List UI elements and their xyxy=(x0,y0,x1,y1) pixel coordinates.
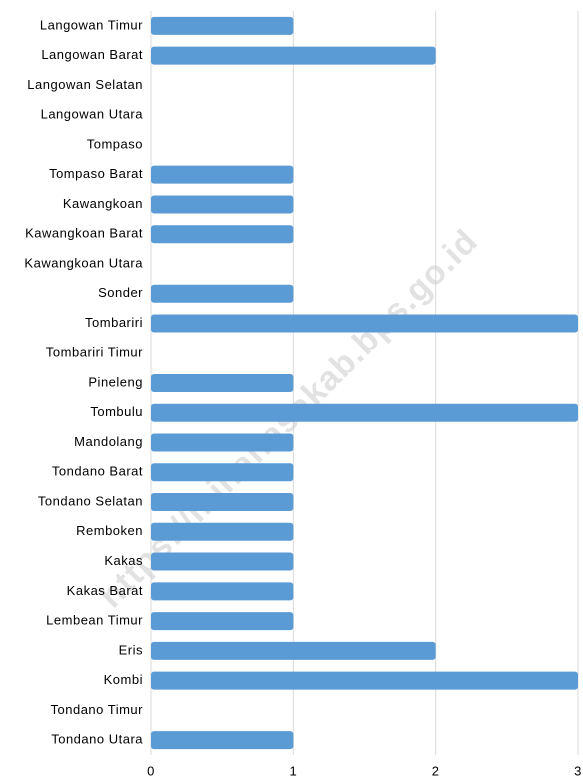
y-tick-label: Langowan Timur xyxy=(40,17,143,32)
y-tick-label: Tombariri xyxy=(85,315,143,330)
bar xyxy=(151,314,578,333)
y-tick-label: Sonder xyxy=(98,285,143,300)
bar xyxy=(151,612,294,631)
bar xyxy=(151,522,294,541)
y-tick-label: Kawangkoan Utara xyxy=(24,255,143,270)
bar xyxy=(151,433,294,452)
y-tick-label: Tondano Selatan xyxy=(38,493,143,508)
bar xyxy=(151,195,294,214)
bar xyxy=(151,225,294,244)
bar xyxy=(151,731,294,750)
x-tick-label: 0 xyxy=(147,763,155,778)
bar xyxy=(151,552,294,571)
y-tick-label: Tompaso xyxy=(87,136,143,151)
bar xyxy=(151,46,436,65)
bar xyxy=(151,374,294,392)
bar xyxy=(151,284,294,303)
y-tick-label: Kawangkoan xyxy=(63,196,143,211)
bar xyxy=(151,165,294,184)
y-tick-label: Kakas Barat xyxy=(67,583,143,598)
y-tick-label: Langowan Barat xyxy=(41,47,143,62)
y-tick-label: Kombi xyxy=(104,672,143,687)
bar xyxy=(151,671,578,690)
y-tick-label: Langowan Utara xyxy=(41,107,144,122)
y-tick-label: Kakas xyxy=(104,553,143,568)
y-tick-label: Tondano Barat xyxy=(52,464,143,479)
bar xyxy=(151,582,294,601)
y-tick-label: Mandolang xyxy=(74,434,143,449)
y-tick-label: Lembean Timur xyxy=(46,613,143,628)
y-tick-label: Tombariri Timur xyxy=(46,345,143,360)
x-tick-label: 3 xyxy=(574,763,582,778)
y-tick-label: Langowan Selatan xyxy=(27,77,143,92)
y-tick-label: Remboken xyxy=(76,523,143,538)
x-tick-label: 1 xyxy=(289,763,297,778)
y-tick-label: Tombulu xyxy=(90,404,143,419)
bar xyxy=(151,463,294,482)
y-tick-label: Tompaso Barat xyxy=(49,166,143,181)
y-tick-label: Tondano Timur xyxy=(51,702,144,717)
y-tick-label: Tondano Utara xyxy=(51,732,143,747)
y-tick-label: Eris xyxy=(119,642,143,657)
y-tick-label: Pineleng xyxy=(88,374,143,389)
bar xyxy=(151,16,294,35)
bar xyxy=(151,403,578,422)
bar xyxy=(151,641,436,660)
y-tick-label: Kawangkoan Barat xyxy=(25,226,143,241)
x-tick-label: 2 xyxy=(432,763,440,778)
bar xyxy=(151,493,294,512)
